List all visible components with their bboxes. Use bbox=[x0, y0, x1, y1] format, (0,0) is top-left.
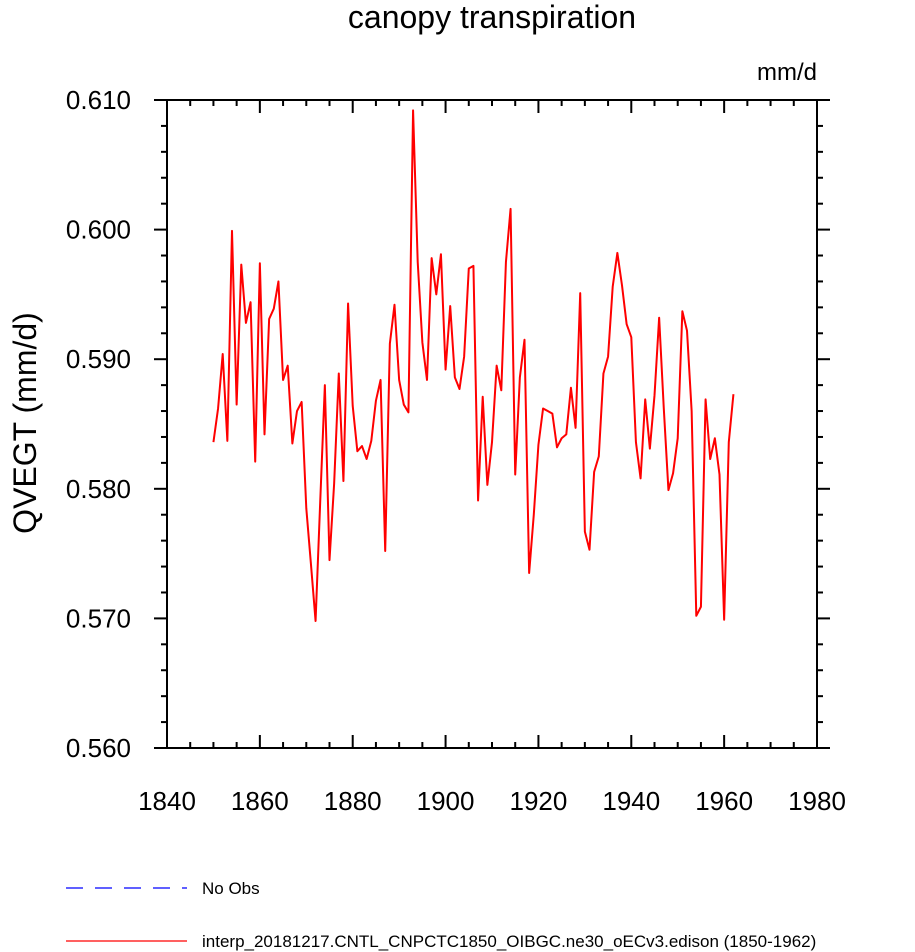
x-tick-label: 1900 bbox=[417, 786, 475, 816]
y-tick-labels: 0.560 0.570 0.580 0.590 0.600 0.610 bbox=[66, 85, 131, 763]
y-tick-label: 0.610 bbox=[66, 85, 131, 115]
y-tick-label: 0.560 bbox=[66, 733, 131, 763]
y-tick-label: 0.590 bbox=[66, 344, 131, 374]
legend-label-no-obs: No Obs bbox=[202, 879, 260, 898]
series-layer bbox=[212, 109, 735, 622]
series-line bbox=[212, 109, 735, 622]
legend-item-no-obs: No Obs bbox=[66, 879, 260, 898]
legend-item-model: interp_20181217.CNTL_CNPCTC1850_OIBGC.ne… bbox=[66, 932, 816, 951]
x-tick-label: 1920 bbox=[510, 786, 568, 816]
legend: No Obs interp_20181217.CNTL_CNPCTC1850_O… bbox=[66, 879, 816, 951]
x-tick-label: 1840 bbox=[138, 786, 196, 816]
x-tick-label: 1940 bbox=[602, 786, 660, 816]
y-tick-label: 0.600 bbox=[66, 215, 131, 245]
x-tick-label: 1980 bbox=[788, 786, 846, 816]
chart-title: canopy transpiration bbox=[348, 0, 636, 35]
x-tick-labels: 1840 1860 1880 1900 1920 1940 1960 1980 bbox=[138, 786, 846, 816]
x-tick-label: 1860 bbox=[231, 786, 289, 816]
y-axis-label: QVEGT (mm/d) bbox=[7, 312, 43, 534]
x-tick-label: 1960 bbox=[695, 786, 753, 816]
y-tick-label: 0.570 bbox=[66, 603, 131, 633]
plot-frame bbox=[166, 99, 818, 749]
legend-label-model: interp_20181217.CNTL_CNPCTC1850_OIBGC.ne… bbox=[202, 932, 816, 951]
units-label: mm/d bbox=[757, 59, 817, 86]
y-tick-label: 0.580 bbox=[66, 474, 131, 504]
x-tick-label: 1880 bbox=[324, 786, 382, 816]
